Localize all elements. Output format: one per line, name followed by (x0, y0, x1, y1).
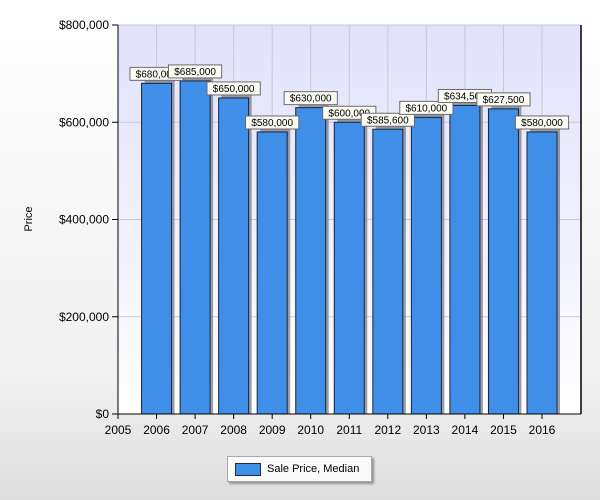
data-label-box (514, 115, 570, 130)
data-label-box (476, 92, 531, 107)
x-tick-label: 2010 (297, 423, 324, 437)
x-tick-label: 2006 (143, 423, 170, 437)
y-tick-label: $800,000 (59, 18, 109, 32)
bar (410, 116, 442, 415)
bar (487, 108, 519, 415)
data-label: $585,600 (367, 115, 409, 126)
data-label-box (206, 81, 261, 96)
data-label: $627,500 (483, 95, 525, 106)
data-label: $630,000 (290, 94, 332, 105)
data-label-box (167, 64, 223, 79)
data-label: $580,000 (521, 118, 563, 129)
y-tick-label: $0 (96, 407, 110, 421)
x-tick-label: 2012 (374, 423, 401, 437)
bar (256, 131, 288, 415)
bar (218, 97, 250, 415)
bar (179, 80, 211, 415)
y-tick-label: $400,000 (59, 213, 109, 227)
y-tick-label: $200,000 (59, 310, 109, 324)
data-label-box (283, 91, 338, 106)
data-label: $580,000 (251, 118, 293, 129)
legend-swatch (235, 462, 261, 476)
data-label: $680,000 (136, 69, 178, 80)
bar (295, 107, 327, 415)
data-label-box (399, 100, 454, 115)
legend: Sale Price, Median (227, 456, 372, 482)
x-tick-label: 2008 (220, 423, 247, 437)
x-tick-label: 2011 (336, 423, 362, 437)
bar (526, 131, 558, 415)
x-tick-label: 2014 (452, 423, 479, 437)
bar (449, 104, 481, 415)
bar (141, 82, 173, 415)
data-label-box (245, 115, 300, 130)
data-label: $610,000 (406, 103, 448, 114)
data-label-box (360, 112, 415, 127)
x-tick-label: 2013 (413, 423, 440, 437)
x-tick-label: 2016 (529, 423, 556, 437)
x-tick-label: 2015 (490, 423, 517, 437)
x-tick-label: 2009 (259, 423, 286, 437)
data-label: $650,000 (213, 84, 255, 95)
x-tick-label: 2005 (105, 423, 132, 437)
data-label: $600,000 (328, 108, 370, 119)
legend-label: Sale Price, Median (267, 463, 360, 475)
y-tick-label: $600,000 (59, 115, 109, 129)
bar (372, 128, 404, 415)
data-label: $685,000 (174, 67, 216, 78)
x-tick-label: 2007 (182, 423, 209, 437)
y-axis-title: Price (23, 206, 35, 231)
bar (333, 121, 365, 415)
data-label: $634,500 (444, 91, 486, 102)
